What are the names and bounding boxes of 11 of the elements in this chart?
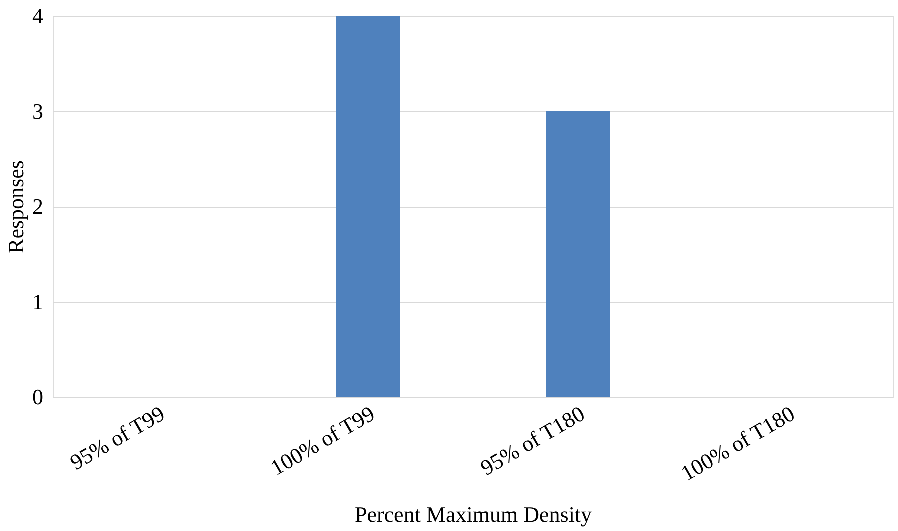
- y-tick-label: 1: [32, 289, 44, 314]
- x-tick-label: 95% of T99: [66, 400, 169, 475]
- y-tick-label: 4: [32, 4, 44, 28]
- x-tick-label: 95% of T180: [476, 400, 589, 480]
- y-tick-label: 3: [32, 98, 44, 124]
- x-axis-title: Percent Maximum Density: [354, 502, 592, 528]
- y-tick-label: 2: [32, 194, 44, 219]
- x-tick-label: 100% of T180: [676, 400, 799, 486]
- y-tick-label: 0: [32, 384, 44, 410]
- x-tick-label: 100% of T99: [266, 400, 379, 480]
- y-axis-title: Responses: [4, 160, 28, 254]
